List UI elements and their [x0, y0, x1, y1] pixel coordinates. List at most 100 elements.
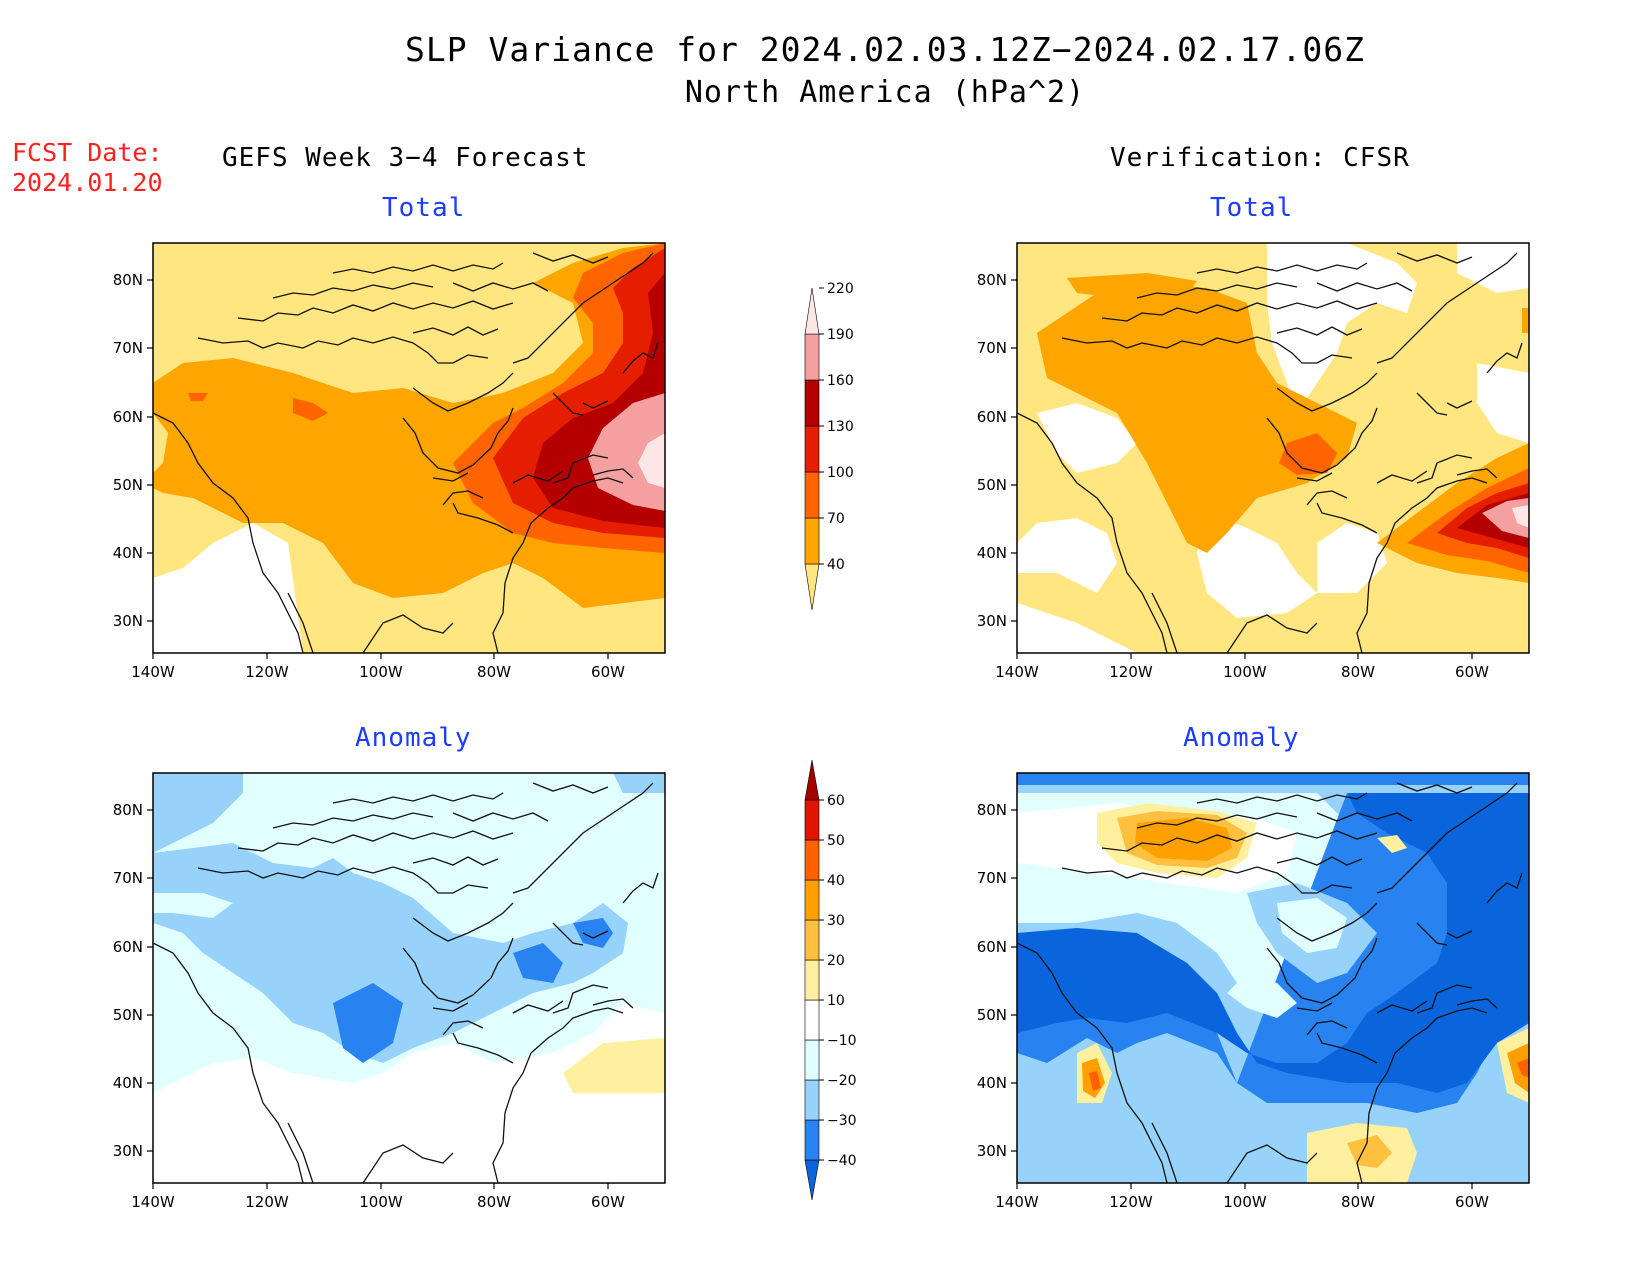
lat-tick-label: 80N [113, 801, 143, 819]
lon-tick-label: 120W [1109, 663, 1153, 681]
lat-tick-label: 40N [113, 1074, 143, 1092]
lon-tick-label: 120W [245, 1193, 289, 1211]
colorbar-level: −30 [827, 1113, 857, 1129]
colorbar-level: 20 [827, 953, 845, 969]
colorbar-level: −20 [827, 1073, 857, 1089]
cfsr-anomaly-frame [1016, 772, 1530, 1184]
lat-tick-label: 70N [113, 869, 143, 887]
colorbar-swatch [804, 1039, 820, 1081]
lon-tick-label: 60W [591, 663, 625, 681]
panel-title-gefs-anomaly: Anomaly [355, 723, 472, 753]
colorbar-level: 30 [827, 913, 845, 929]
cfsr-total-frame [1016, 242, 1530, 654]
lat-tick-label: 30N [113, 612, 143, 630]
colorbar-swatch [804, 919, 820, 961]
colorbar-swatch [804, 999, 820, 1041]
lon-tick-label: 100W [1223, 663, 1267, 681]
cfsr-total-map [1016, 242, 1530, 654]
colorbar-swatch [804, 287, 820, 335]
colorbar-swatch [804, 379, 820, 427]
colorbar-swatch [804, 1159, 820, 1201]
right-column-title: Verification: CFSR [1110, 143, 1410, 173]
colorbar-swatch [804, 471, 820, 519]
panel-title-cfsr-anomaly: Anomaly [1183, 723, 1300, 753]
lat-tick-label: 50N [113, 476, 143, 494]
gefs-total-map [152, 242, 666, 654]
lat-tick-label: 60N [113, 938, 143, 956]
colorbar-level: 50 [827, 833, 845, 849]
lon-tick-label: 80W [1341, 663, 1375, 681]
colorbar-level: 60 [827, 793, 845, 809]
lon-tick-label: 140W [995, 663, 1039, 681]
lon-tick-label: 100W [359, 663, 403, 681]
gefs-anomaly-frame [152, 772, 666, 1184]
colorbar-swatch [804, 563, 820, 611]
lat-tick-label: 40N [977, 1074, 1007, 1092]
colorbar-level: 160 [827, 373, 854, 389]
colorbar-level: 130 [827, 419, 854, 435]
figure-title: SLP Variance for 2024.02.03.12Z−2024.02.… [405, 30, 1365, 69]
colorbar-level: 100 [827, 465, 854, 481]
colorbar-swatch [804, 839, 820, 881]
lat-tick-label: 50N [977, 1006, 1007, 1024]
lat-tick-label: 80N [977, 801, 1007, 819]
colorbar-swatch [804, 799, 820, 841]
lat-tick-label: 60N [977, 938, 1007, 956]
colorbar-level: 220 [827, 281, 854, 297]
lat-tick-label: 50N [113, 1006, 143, 1024]
lat-tick-label: 40N [977, 544, 1007, 562]
fcst-date-label: FCST Date: [12, 138, 163, 167]
panel-title-cfsr-total: Total [1210, 193, 1294, 223]
lat-tick-label: 80N [113, 271, 143, 289]
lat-tick-label: 30N [977, 1142, 1007, 1160]
colorbar-level: −10 [827, 1033, 857, 1049]
colorbar-swatch [804, 759, 820, 801]
colorbar-swatch [804, 1079, 820, 1121]
lat-tick-label: 30N [113, 1142, 143, 1160]
lon-tick-label: 120W [1109, 1193, 1153, 1211]
gefs-anomaly-map [152, 772, 666, 1184]
lon-tick-label: 80W [477, 1193, 511, 1211]
lat-tick-label: 80N [977, 271, 1007, 289]
lat-tick-label: 60N [113, 408, 143, 426]
left-column-title: GEFS Week 3−4 Forecast [222, 143, 589, 173]
axis-ticks: 140W 120W 100W 80W 60W 80N 70N 60N 50N 40N 30N 140W… [113, 271, 1489, 1211]
lon-tick-label: 120W [245, 663, 289, 681]
panel-title-gefs-total: Total [382, 193, 466, 223]
lon-tick-label: 140W [995, 1193, 1039, 1211]
colorbar-level: 190 [827, 327, 854, 343]
lon-tick-label: 140W [131, 663, 175, 681]
lat-tick-label: 60N [977, 408, 1007, 426]
colorbar-level: 40 [827, 873, 845, 889]
colorbar-swatch [804, 959, 820, 1001]
lon-tick-label: 60W [1455, 663, 1489, 681]
lat-tick-label: 40N [113, 544, 143, 562]
colorbar-swatch [804, 879, 820, 921]
fcst-date-value: 2024.01.20 [12, 168, 163, 197]
colorbar-swatch [804, 1119, 820, 1161]
lon-tick-label: 80W [1341, 1193, 1375, 1211]
lat-tick-label: 70N [977, 869, 1007, 887]
lat-tick-label: 30N [977, 612, 1007, 630]
colorbar-level: −40 [827, 1153, 857, 1169]
colorbar-swatch [804, 333, 820, 381]
anomaly-colorbar: −40 −30 −20 −10 10 20 30 40 50 60 [804, 759, 857, 1201]
colorbar-level: 10 [827, 993, 845, 1009]
lon-tick-label: 60W [591, 1193, 625, 1211]
lon-tick-label: 80W [477, 663, 511, 681]
colorbar-swatch [804, 425, 820, 473]
lat-tick-label: 70N [977, 339, 1007, 357]
lon-tick-label: 100W [359, 1193, 403, 1211]
total-colorbar: 40 70 100 130 160 190 220 [804, 281, 854, 611]
cfsr-anomaly-map [1016, 772, 1530, 1184]
colorbar-level: 40 [827, 557, 845, 573]
lon-tick-label: 140W [131, 1193, 175, 1211]
figure-subtitle: North America (hPa^2) [684, 75, 1086, 110]
lat-tick-label: 70N [113, 339, 143, 357]
colorbar-swatch [804, 517, 820, 565]
lon-tick-label: 100W [1223, 1193, 1267, 1211]
lon-tick-label: 60W [1455, 1193, 1489, 1211]
colorbar-level: 70 [827, 511, 845, 527]
gefs-total-frame [152, 242, 666, 654]
